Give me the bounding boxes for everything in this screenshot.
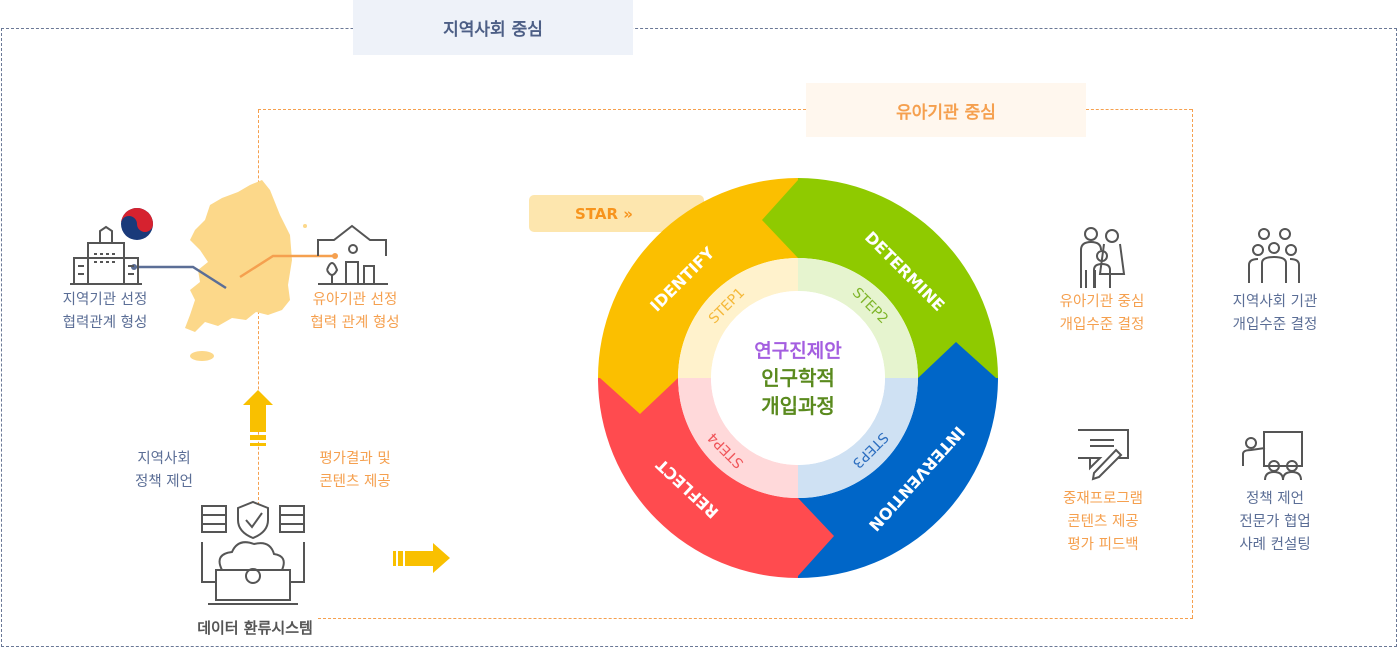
presentation-icon [1242, 431, 1303, 481]
community-level-label: 지역사회 기관 개입수준 결정 [1233, 291, 1318, 337]
segment-determine [798, 178, 998, 378]
inner-step1 [678, 258, 798, 378]
institution-frame-top [258, 109, 806, 110]
consult-label: 정책 제언 전문가 협업 사례 컨설팅 [1239, 488, 1310, 557]
community-level-line2: 개입수준 결정 [1232, 317, 1318, 333]
community-group-icon [1248, 228, 1300, 283]
program-line2: 콘텐츠 제공 [1067, 514, 1139, 530]
policy-line2: 정책 제언 [135, 474, 193, 490]
government-building-icon [70, 225, 142, 285]
taegeuk-logo [121, 208, 153, 240]
program-line1: 중재프로그램 [1062, 491, 1144, 507]
institution-frame-top-right [1086, 109, 1192, 110]
right-arrow-icon [393, 543, 450, 573]
data-system-label: 데이터 환류시스템 [197, 619, 313, 637]
community-frame [1, 28, 1397, 647]
kindergarten-house-icon [317, 224, 388, 285]
segment-identify [598, 178, 798, 378]
family-icon [1080, 227, 1126, 288]
institution-frame-right [1192, 109, 1193, 618]
center-line1: 연구진제안 [754, 340, 842, 362]
policy-line1: 지역사회 [137, 451, 191, 467]
local-agency-label: 지역기관 선정 협력관계 형성 [63, 289, 148, 335]
up-arrow-icon [243, 390, 273, 446]
kid-connector [239, 254, 335, 279]
inner-step3 [798, 378, 918, 498]
local-connector [134, 265, 227, 290]
community-level-line1: 지역사회 기관 [1232, 294, 1318, 310]
center-circle [711, 291, 885, 465]
center-line2: 인구학적 [761, 366, 835, 390]
center-line3: 개입과정 [761, 394, 835, 418]
local-agency-line1: 지역기관 선정 [62, 292, 148, 308]
arrow-tip-intervention [918, 342, 996, 378]
local-agency-line2: 협력관계 형성 [62, 315, 148, 331]
consult-line1: 정책 제언 [1246, 491, 1304, 507]
segment-intervention [798, 378, 998, 578]
policy-label: 지역사회 정책 제언 [135, 448, 193, 494]
institution-header: 유아기관 중심 [806, 83, 1086, 137]
inner-step2 [798, 258, 918, 378]
arrow-tip-identify [600, 378, 678, 414]
feedback-label: 평가결과 및 콘텐츠 제공 [319, 448, 390, 494]
segment-reflect [598, 378, 798, 578]
program-label: 중재프로그램 콘텐츠 제공 평가 피드백 [1063, 488, 1143, 557]
arrow-tip-reflect [798, 498, 834, 576]
kid-level-line1: 유아기관 중심 [1059, 294, 1145, 310]
feedback-pen-icon [1078, 429, 1129, 481]
feedback-line1: 평가결과 및 [319, 451, 391, 467]
arrow-tip-determine [762, 180, 798, 258]
consult-line2: 전문가 협업 [1239, 514, 1311, 530]
institution-frame-bottom [318, 618, 1193, 619]
kid-agency-label: 유아기관 선정 협력 관계 형성 [310, 289, 399, 335]
consult-line3: 사례 컨설팅 [1239, 537, 1311, 553]
kid-agency-line1: 유아기관 선정 [312, 292, 398, 308]
start-label: STAR » [575, 205, 633, 223]
kid-level-label: 유아기관 중심 개입수준 결정 [1060, 291, 1145, 337]
kid-level-line2: 개입수준 결정 [1059, 317, 1145, 333]
feedback-line2: 콘텐츠 제공 [319, 474, 391, 490]
community-header: 지역사회 중심 [353, 0, 633, 55]
jeju-island [190, 351, 214, 361]
data-system-icon [201, 500, 305, 605]
korea-map [185, 180, 292, 332]
kid-agency-line2: 협력 관계 형성 [310, 315, 400, 331]
inner-step4 [678, 378, 798, 498]
program-line3: 평가 피드백 [1067, 537, 1139, 553]
start-badge [529, 195, 704, 232]
